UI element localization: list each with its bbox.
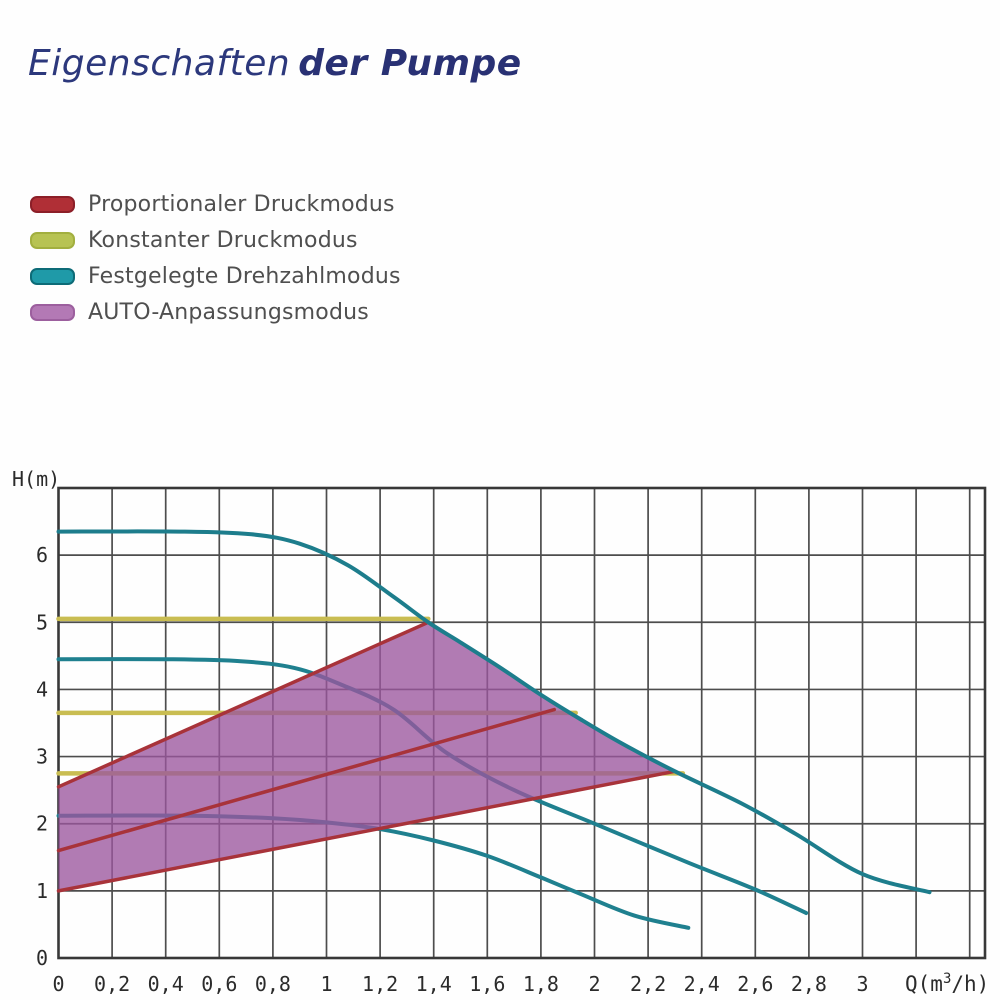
y-tick-label: 4 [36,677,48,701]
y-axis-label: H(m) [12,467,60,491]
x-tick-label: 2,2 [630,972,666,996]
fixed-speed-swatch-icon [30,268,75,285]
y-tick-label: 0 [36,946,48,970]
legend-label: Proportionaler Druckmodus [88,192,395,217]
x-tick-label: 0,6 [201,972,237,996]
x-tick-label: 1,4 [416,972,452,996]
x-tick-label: 1,2 [362,972,398,996]
curve-proportional-pressure-2 [56,707,557,853]
x-tick-label: 3 [856,972,868,996]
legend-item-proportional-pressure: Proportionaler Druckmodus [30,190,401,219]
x-tick-label: 2,8 [791,972,827,996]
x-tick-label: 0 [52,972,64,996]
page-title-light: Eigenschaften [28,43,291,84]
auto-adapt-swatch-icon [30,304,75,321]
curve-proportional-pressure-3 [56,620,431,789]
legend-label: AUTO-Anpassungsmodus [88,300,369,325]
page-title: Eigenschaften der Pumpe [28,44,522,84]
x-tick-label: 0,2 [94,972,130,996]
page-title-bold: der Pumpe [298,43,522,84]
x-tick-label: 0,8 [255,972,291,996]
y-tick-label: 5 [36,610,48,634]
chart-legend: Proportionaler Druckmodus Konstanter Druc… [30,190,401,334]
chart-border [57,486,987,960]
x-tick-label: 1,8 [523,972,559,996]
legend-item-auto-adapt: AUTO-Anpassungsmodus [30,298,401,327]
constant-pressure-swatch-icon [30,232,75,249]
y-tick-label: 6 [36,543,48,567]
curve-proportional-pressure-1 [56,769,677,893]
legend-label: Festgelegte Drehzahlmodus [88,264,401,289]
auto-adapt-region [58,622,675,891]
legend-label: Konstanter Druckmodus [88,228,358,253]
legend-item-constant-pressure: Konstanter Druckmodus [30,226,401,255]
x-tick-label: 0,4 [148,972,184,996]
curve-fixed-speed-3 [56,529,932,895]
y-tick-label: 3 [36,745,48,769]
legend-item-fixed-speed: Festgelegte Drehzahlmodus [30,262,401,291]
y-tick-label: 2 [36,812,48,836]
x-tick-label: 1,6 [469,972,505,996]
x-tick-label: 1 [320,972,332,996]
x-tick-label: 2 [588,972,600,996]
x-tick-label: 2,6 [737,972,773,996]
proportional-pressure-swatch-icon [30,196,75,213]
x-axis-label: Q(m3/h) [905,971,989,996]
x-tick-label: 2,4 [684,972,720,996]
y-tick-label: 1 [36,879,48,903]
